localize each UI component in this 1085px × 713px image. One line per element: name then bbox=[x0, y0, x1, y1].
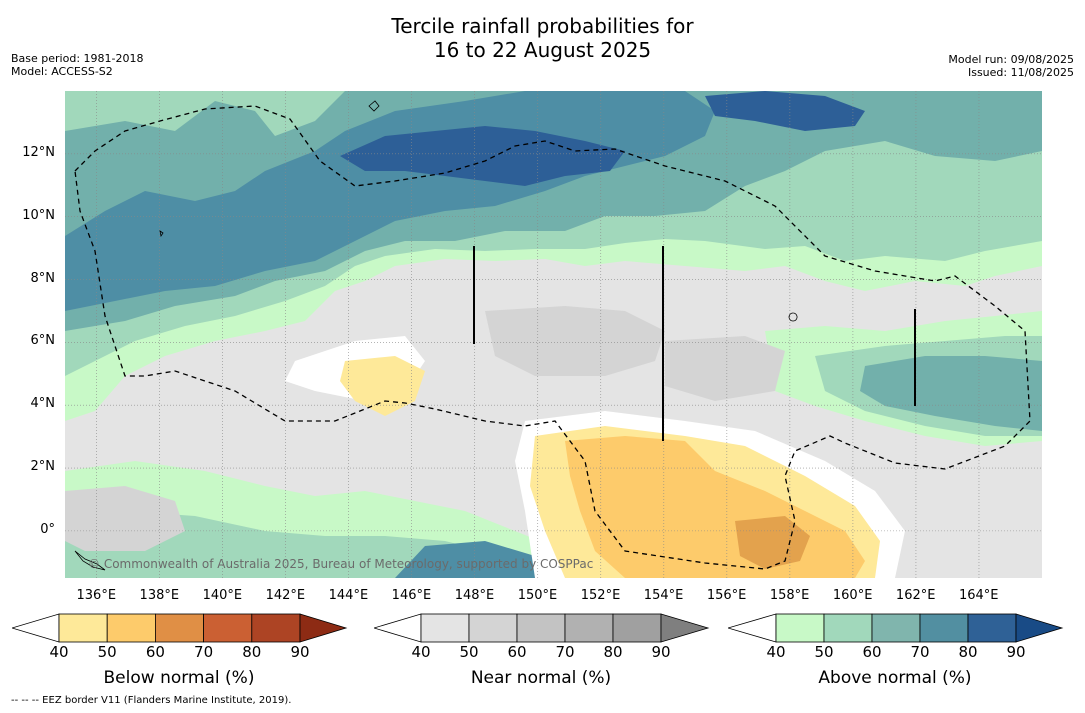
lon-tick-label: 154°E bbox=[643, 588, 684, 603]
colorbar-tick-label: 80 bbox=[242, 643, 262, 661]
lon-tick-label: 158°E bbox=[769, 588, 810, 603]
island-guam bbox=[368, 100, 380, 112]
lon-tick-label: 164°E bbox=[958, 588, 999, 603]
lon-tick-label: 150°E bbox=[517, 588, 558, 603]
lon-tick-label: 162°E bbox=[895, 588, 936, 603]
colorbar-below-bin bbox=[106, 613, 156, 643]
colorbar-tick-label: 40 bbox=[766, 643, 786, 661]
colorbar-tick-label: 80 bbox=[603, 643, 623, 661]
reference-lines bbox=[473, 246, 916, 441]
colorbar-below-bin bbox=[203, 613, 253, 643]
colorbar-title: Below normal (%) bbox=[103, 668, 255, 688]
lon-tick-label: 156°E bbox=[706, 588, 747, 603]
colorbar-tick-label: 60 bbox=[145, 643, 165, 661]
colorbar-near-bin bbox=[564, 613, 614, 643]
colorbar-tick-label: 50 bbox=[459, 643, 479, 661]
chart-title: Tercile rainfall probabilities for 16 to… bbox=[0, 14, 1085, 62]
colorbar-near-bin bbox=[420, 613, 470, 643]
colorbar-above-bin bbox=[919, 613, 969, 643]
colorbar-tick-label: 40 bbox=[49, 643, 69, 661]
colorbar-tick-label: 70 bbox=[555, 643, 575, 661]
colorbar-below-bin bbox=[154, 613, 204, 643]
lon-tick-label: 148°E bbox=[454, 588, 495, 603]
title-line-1: Tercile rainfall probabilities for bbox=[391, 14, 694, 38]
eez-footnote: -- -- -- EEZ border V11 (Flanders Marine… bbox=[11, 695, 292, 706]
lon-tick-label: 144°E bbox=[328, 588, 369, 603]
colorbar-near-bin bbox=[468, 613, 518, 643]
above-90-region bbox=[340, 126, 625, 186]
colorbar-below-bin bbox=[58, 613, 108, 643]
lat-tick-label: 4°N bbox=[30, 396, 56, 412]
copyright-text: © Commonwealth of Australia 2025, Bureau… bbox=[88, 557, 594, 571]
eez-border-palau-fsm bbox=[74, 105, 1031, 570]
colorbar-tick-label: 50 bbox=[97, 643, 117, 661]
lon-tick-label: 138°E bbox=[139, 588, 180, 603]
lon-tick-label: 160°E bbox=[832, 588, 873, 603]
colorbar-tick-label: 40 bbox=[411, 643, 431, 661]
colorbar-above-bin bbox=[823, 613, 873, 643]
colorbar-tick-label: 60 bbox=[862, 643, 882, 661]
colorbar-near-high-extend bbox=[660, 613, 710, 643]
above-east-70-region bbox=[860, 356, 1042, 431]
colorbar-above-high-extend bbox=[1015, 613, 1064, 643]
island-pohnpei bbox=[788, 312, 798, 322]
lat-tick-label: 12°N bbox=[22, 144, 55, 160]
colorbar-tick-label: 90 bbox=[290, 643, 310, 661]
colorbar-tick-label: 90 bbox=[1006, 643, 1026, 661]
meta-left: Base period: 1981-2018 Model: ACCESS-S2 bbox=[11, 52, 143, 78]
near-60-region-2 bbox=[665, 336, 785, 401]
colorbar-above-low-extend bbox=[728, 613, 777, 643]
model-run-text: Model run: 09/08/2025 bbox=[948, 53, 1074, 66]
above-70-region bbox=[65, 91, 1042, 331]
island-yap bbox=[159, 230, 164, 238]
lat-tick-label: 6°N bbox=[30, 333, 56, 349]
colorbar-above-bin bbox=[967, 613, 1017, 643]
above-south-80-region bbox=[395, 541, 565, 578]
colorbar-below-high-extend bbox=[299, 613, 348, 643]
below-50-west-region bbox=[340, 356, 425, 416]
colorbar-near bbox=[374, 613, 710, 643]
gridlines bbox=[65, 91, 1042, 578]
lon-tick-label: 140°E bbox=[202, 588, 243, 603]
colorbar-tick-label: 70 bbox=[910, 643, 930, 661]
colorbar-title: Near normal (%) bbox=[470, 668, 612, 688]
colorbar-near-low-extend bbox=[374, 613, 422, 643]
lat-tick-label: 8°N bbox=[30, 270, 56, 286]
probability-map: © Commonwealth of Australia 2025, Bureau… bbox=[65, 91, 1042, 578]
lon-tick-label: 142°E bbox=[265, 588, 306, 603]
lat-tick-label: 2°N bbox=[30, 459, 56, 475]
lat-tick-label: 0° bbox=[40, 521, 55, 537]
colorbar-below bbox=[12, 613, 348, 643]
colorbar-tick-label: 70 bbox=[194, 643, 214, 661]
colorbar-tick-label: 90 bbox=[651, 643, 671, 661]
colorbar-tick-label: 80 bbox=[958, 643, 978, 661]
island-new-guinea-coast bbox=[74, 550, 106, 571]
colorbar-above bbox=[728, 613, 1064, 643]
below-70-region bbox=[735, 516, 810, 569]
near-60-region bbox=[485, 306, 665, 376]
lon-tick-label: 152°E bbox=[580, 588, 621, 603]
issued-text: Issued: 11/08/2025 bbox=[967, 66, 1074, 79]
colorbar-tick-label: 50 bbox=[814, 643, 834, 661]
eez-borders bbox=[74, 105, 1031, 570]
title-line-2: 16 to 22 August 2025 bbox=[433, 38, 652, 62]
islands bbox=[74, 100, 798, 571]
colorbar-near-bin bbox=[516, 613, 566, 643]
colorbar-below-bin bbox=[251, 613, 301, 643]
lat-tick-label: 10°N bbox=[22, 207, 55, 223]
lon-tick-label: 136°E bbox=[76, 588, 117, 603]
lon-tick-label: 146°E bbox=[391, 588, 432, 603]
colorbar-near-bin bbox=[612, 613, 662, 643]
map-canvas bbox=[65, 91, 1042, 578]
colorbar-title: Above normal (%) bbox=[818, 668, 972, 688]
base-period-text: Base period: 1981-2018 bbox=[11, 52, 144, 65]
near-60-region-3 bbox=[65, 486, 185, 551]
above-90-region-ne bbox=[705, 91, 865, 131]
model-text: Model: ACCESS-S2 bbox=[11, 65, 113, 78]
colorbar-above-bin bbox=[775, 613, 825, 643]
meta-right: Model run: 09/08/2025 Issued: 11/08/2025 bbox=[948, 53, 1074, 79]
colorbar-below-low-extend bbox=[12, 613, 60, 643]
colorbar-above-bin bbox=[871, 613, 921, 643]
colorbar-tick-label: 60 bbox=[507, 643, 527, 661]
